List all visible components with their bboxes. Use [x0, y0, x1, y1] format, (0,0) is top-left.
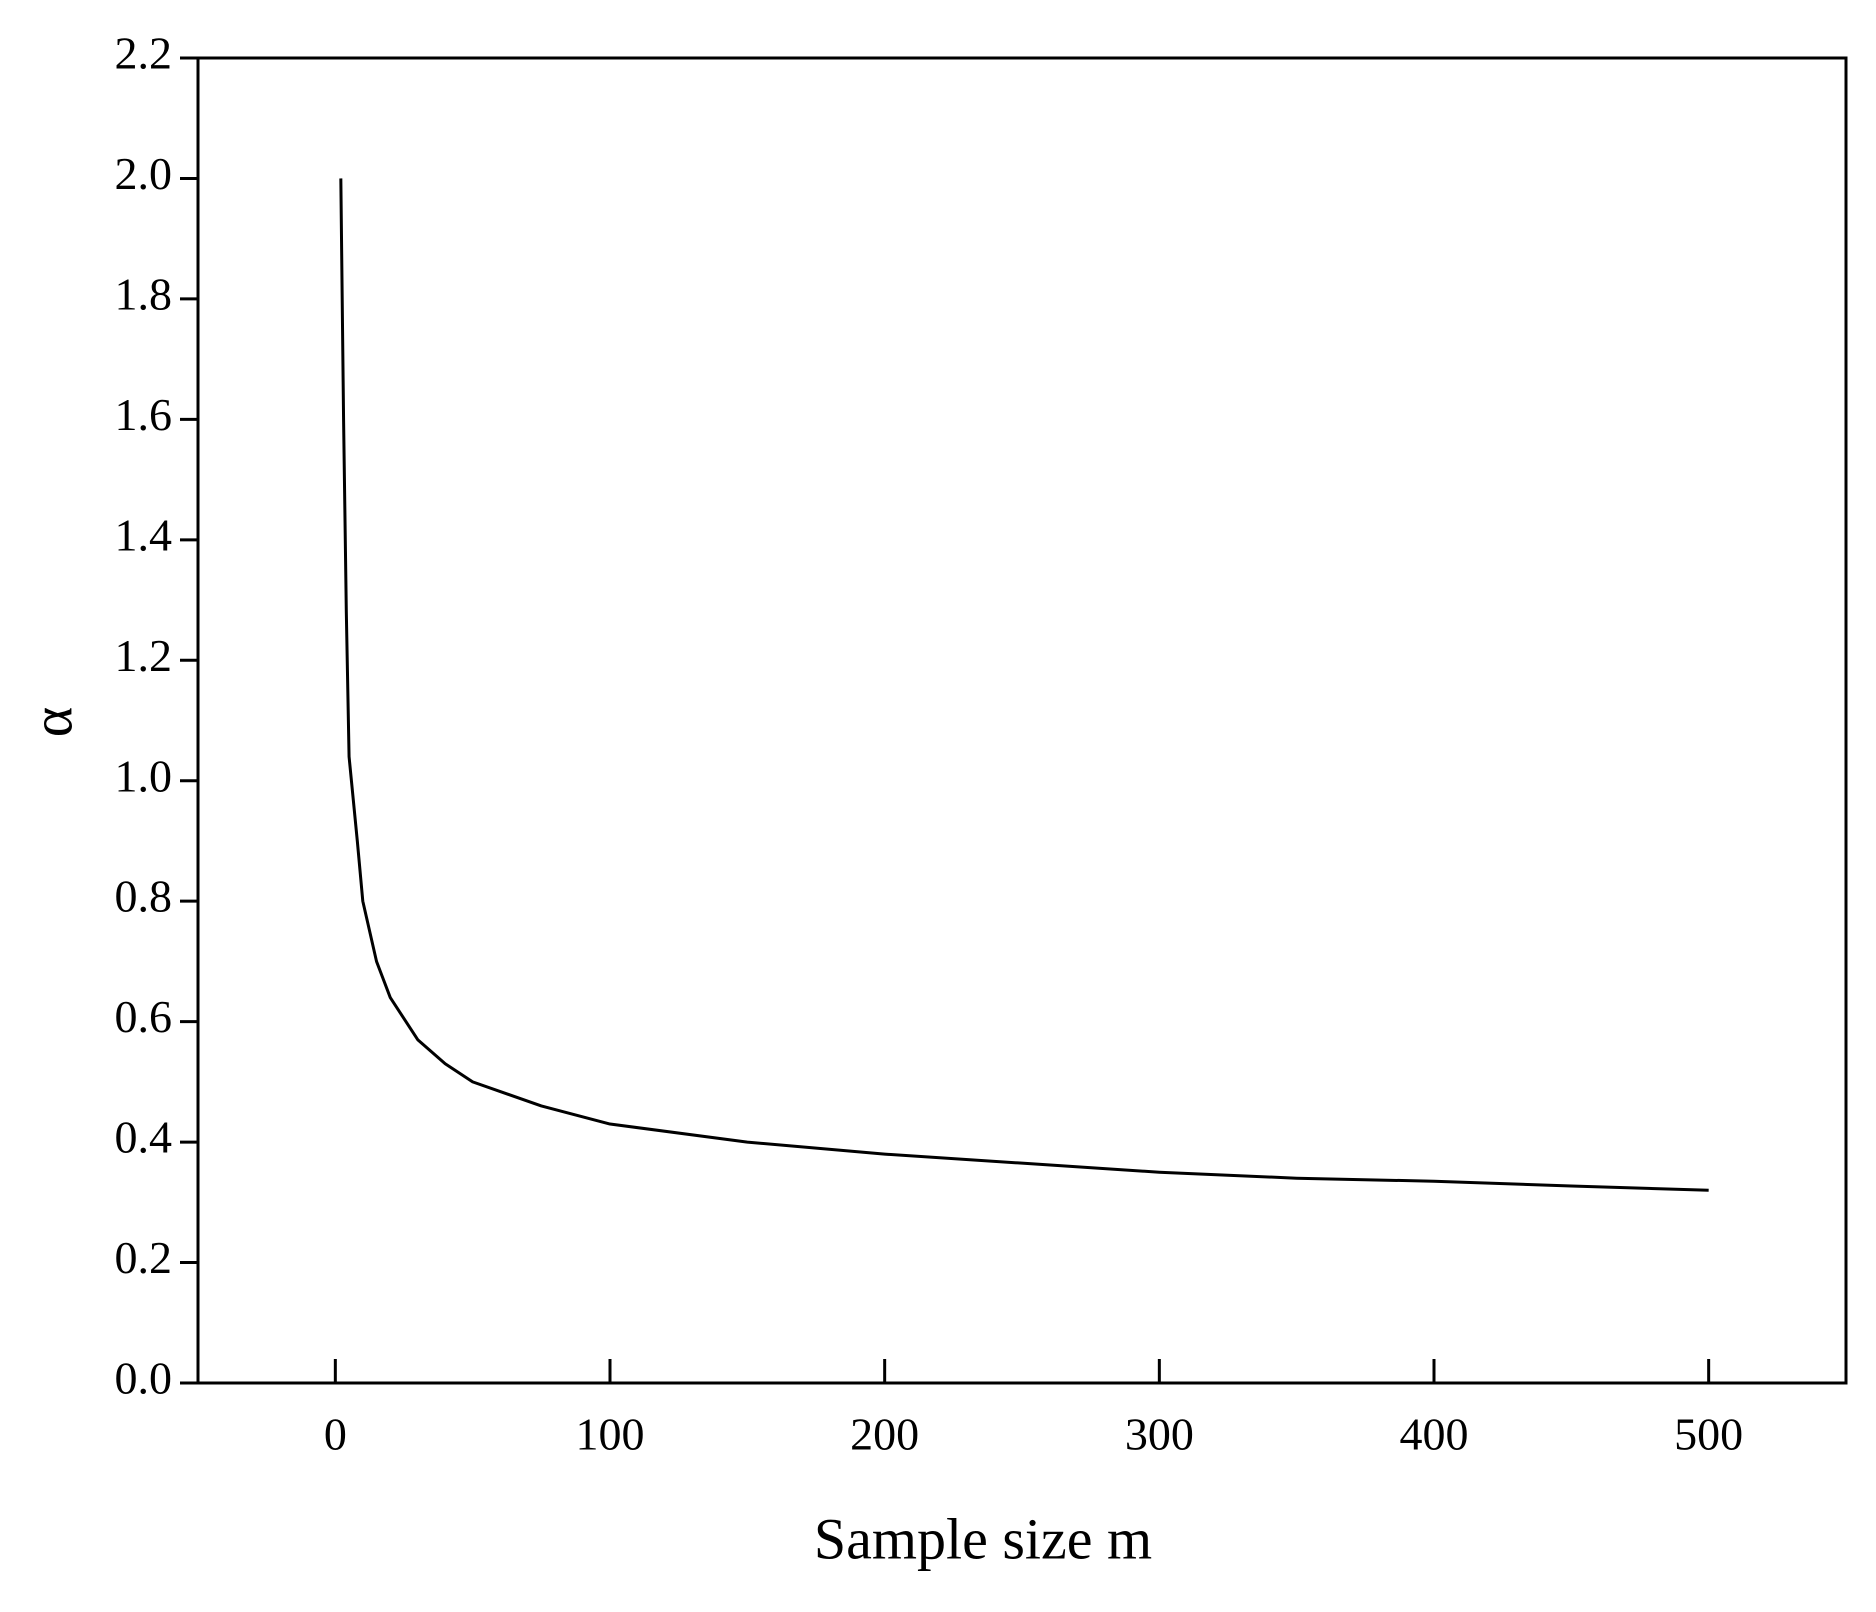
x-tick-label: 0	[324, 1409, 347, 1460]
y-tick-label: 1.0	[115, 750, 173, 801]
x-axis-title: Sample size m	[814, 1506, 1152, 1571]
x-tick-label: 300	[1125, 1409, 1194, 1460]
x-tick-label: 500	[1674, 1409, 1743, 1460]
x-tick-label: 400	[1400, 1409, 1469, 1460]
y-axis-title: α	[19, 707, 84, 737]
y-tick-label: 0.2	[115, 1232, 173, 1283]
y-tick-label: 0.0	[115, 1353, 173, 1404]
plot-frame	[196, 56, 1848, 1385]
x-tick-label: 100	[576, 1409, 645, 1460]
y-tick-label: 1.4	[115, 509, 173, 560]
y-tick-label: 2.2	[115, 28, 173, 79]
y-tick-label: 0.4	[115, 1112, 173, 1163]
y-tick-label: 2.0	[115, 148, 173, 199]
line-series	[339, 178, 1709, 1192]
y-tick-label: 0.6	[115, 991, 173, 1042]
y-tick-label: 1.2	[115, 630, 173, 681]
y-tick-label: 1.6	[115, 389, 173, 440]
y-tick-label: 1.8	[115, 268, 173, 319]
y-tick-label: 0.8	[115, 871, 173, 922]
x-tick-label: 200	[850, 1409, 919, 1460]
